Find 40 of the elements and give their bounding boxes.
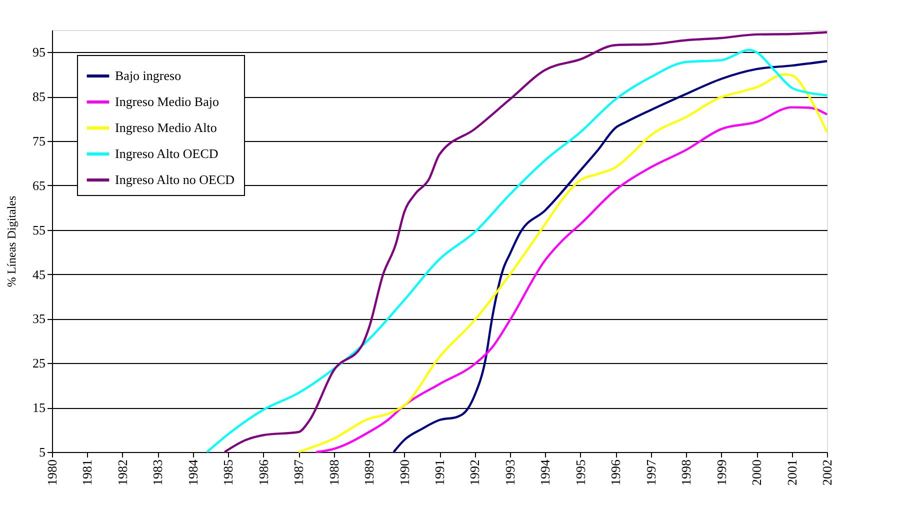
x-tick-label: 1990: [396, 460, 412, 486]
x-tick-label: 1993: [502, 460, 518, 486]
x-tick-label: 1985: [220, 460, 236, 486]
legend-label: Ingreso Alto OECD: [115, 146, 218, 161]
x-tick-label: 1987: [291, 459, 306, 486]
legend-label: Ingreso Medio Bajo: [115, 94, 219, 109]
legend-label: Ingreso Alto no OECD: [115, 172, 235, 187]
x-tick-label: 1989: [362, 460, 377, 486]
x-tick-label: 1981: [80, 460, 95, 486]
x-tick-label: 1984: [185, 459, 200, 486]
x-tick-label: 2002: [820, 460, 834, 486]
x-tick-label: 1994: [538, 459, 553, 486]
x-tick-label: 1980: [44, 460, 60, 486]
x-tick-label: 2001: [784, 460, 800, 486]
y-tick-label: 75: [32, 134, 46, 149]
legend-label: Bajo ingreso: [115, 68, 182, 83]
x-tick-label: 1997: [643, 459, 658, 486]
legend-label: Ingreso Medio Alto: [115, 120, 217, 135]
y-tick-label: 65: [32, 178, 46, 193]
y-tick-label: 25: [32, 356, 46, 371]
y-tick-label: 35: [32, 311, 46, 326]
y-tick-label: 85: [32, 89, 46, 104]
x-tick-label: 1999: [714, 460, 729, 486]
x-tick-label: 1996: [608, 459, 624, 486]
x-tick-label: 1998: [678, 460, 694, 486]
x-tick-label: 2000: [749, 460, 764, 486]
x-tick-label: 1986: [256, 459, 271, 486]
y-tick-label: 45: [32, 266, 46, 282]
y-tick-label: 5: [39, 444, 46, 460]
x-tick-label: 1988: [326, 460, 342, 486]
y-tick-label: 95: [32, 44, 46, 60]
x-tick-label: 1995: [572, 460, 588, 486]
y-tick-label: 15: [32, 400, 46, 416]
line-series: [392, 60, 828, 454]
y-axis-title: % Líneas Digitales: [4, 196, 18, 288]
y-tick-label: 55: [32, 222, 46, 238]
x-tick-label: 1991: [432, 460, 447, 486]
x-tick-label: 1982: [114, 460, 130, 486]
x-tick-label: 1992: [467, 460, 482, 486]
x-tick-label: 1983: [150, 460, 166, 486]
